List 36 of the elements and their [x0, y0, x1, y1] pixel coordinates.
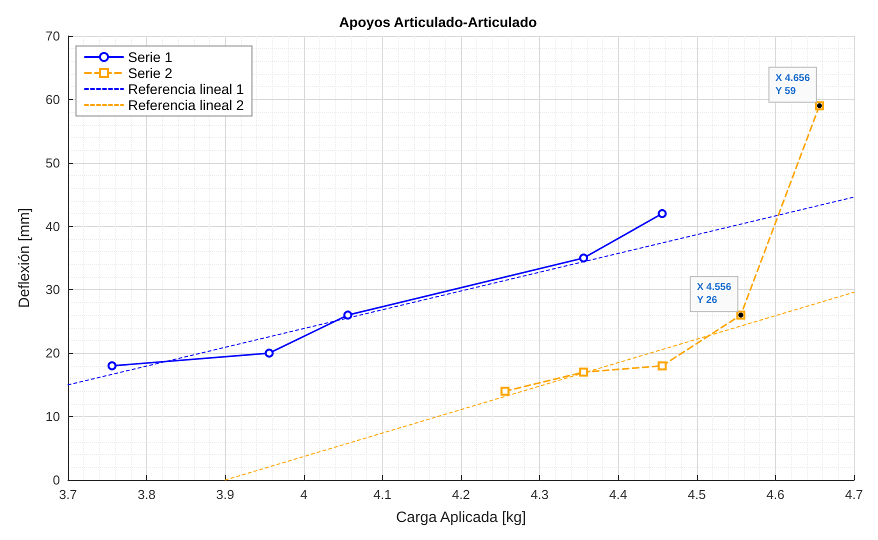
y-tick-label: 60: [46, 92, 60, 107]
x-tick-label: 4.7: [844, 487, 864, 502]
legend-label: Serie 2: [128, 65, 173, 81]
x-tick-label: 3.7: [58, 487, 78, 502]
point: [264, 348, 274, 358]
y-tick-label: 40: [46, 218, 60, 234]
y-tick-label: 0: [52, 472, 60, 488]
y-tick-label: 20: [46, 346, 60, 361]
point: [108, 361, 117, 370]
x-tick-label: 4.2: [452, 487, 470, 502]
annotation: X 4.556 Y 26: [696, 282, 732, 306]
x-tick-label: 3.8: [138, 487, 156, 502]
y-tick-label: 50: [46, 155, 60, 170]
legend-label: Serie 1: [128, 49, 173, 65]
x-tick-label: 4.6: [766, 487, 784, 502]
chart-title: Apoyos Articulado-Articulado: [339, 14, 537, 30]
x-tick-label: 3.9: [216, 487, 234, 502]
x-tick-label: 4.1: [373, 487, 392, 502]
y-tick-label: 10: [46, 409, 60, 424]
x-axis-title: Carga Aplicada [kg]: [396, 509, 526, 526]
point: [343, 310, 352, 320]
x-tick-label: 4: [300, 487, 308, 502]
x-tick-label: 4.5: [688, 487, 706, 502]
legend-label: Referencia lineal 2: [128, 97, 244, 113]
x-tick-label: 4.3: [530, 487, 549, 502]
legend-label: Referencia lineal 1: [128, 81, 244, 97]
annotation: X 4.656 Y 59: [775, 72, 810, 97]
point: [658, 209, 667, 218]
y-axis-title: Deflexión [mm]: [16, 208, 33, 308]
point: [579, 254, 588, 262]
point: [658, 361, 667, 370]
point: [579, 368, 588, 377]
x-tick-label: 4.4: [609, 487, 628, 502]
y-tick-label: 30: [46, 282, 60, 298]
point: [500, 386, 510, 396]
y-tick-label: 70: [46, 28, 60, 44]
